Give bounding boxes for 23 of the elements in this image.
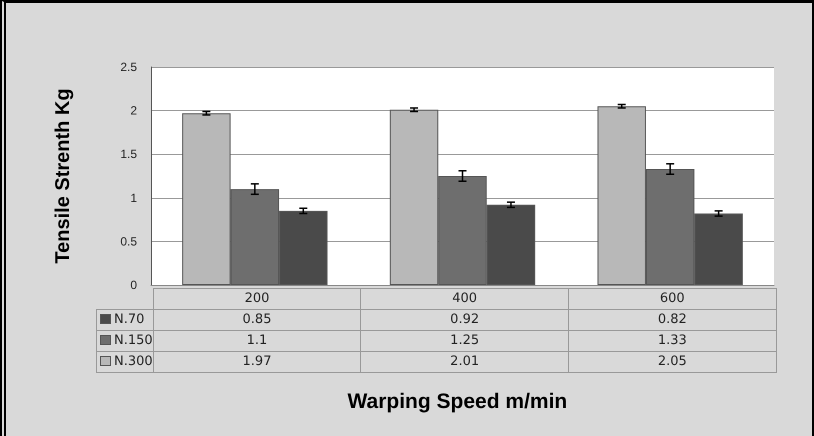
data-label: 2.01 [360, 352, 568, 372]
y-tick-label: 2.5 [120, 60, 138, 74]
x-axis-title: Warping Speed m/min [348, 390, 568, 413]
data-label: 0.82 [568, 310, 776, 330]
y-tick-label: 0 [130, 278, 138, 292]
data-label: 1.97 [153, 352, 361, 372]
y-tick-label: 2 [130, 104, 138, 118]
y-tick-label: 1 [130, 190, 138, 205]
x-tick-label: 400 [360, 288, 568, 310]
data-label: 2.05 [568, 352, 776, 372]
legend-label: N.70 [96, 310, 154, 330]
data-label: 0.85 [153, 310, 361, 330]
data-label: 0.92 [360, 310, 568, 330]
x-tick-label: 200 [153, 288, 361, 310]
data-label: 1.33 [568, 330, 776, 352]
data-label: 1.1 [153, 330, 361, 352]
x-tick-label: 600 [568, 288, 776, 310]
legend-label: N.150 [96, 330, 154, 352]
y-tick-label: 0.5 [120, 234, 138, 248]
legend-label: N.300 [96, 352, 154, 372]
y-tick-label: 1.5 [120, 147, 138, 162]
y-axis-title: Tensile Strenth Kg [52, 88, 74, 264]
data-label: 1.25 [360, 330, 568, 352]
